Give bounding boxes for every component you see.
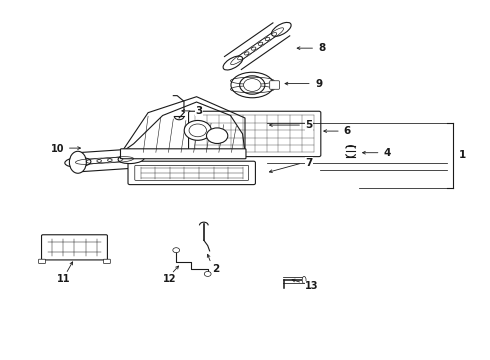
Text: 1: 1 xyxy=(459,150,466,160)
FancyBboxPatch shape xyxy=(39,259,46,264)
Text: 9: 9 xyxy=(315,78,322,89)
FancyBboxPatch shape xyxy=(42,235,107,260)
Circle shape xyxy=(206,128,228,144)
FancyBboxPatch shape xyxy=(128,161,255,185)
Ellipse shape xyxy=(302,276,306,283)
Circle shape xyxy=(189,124,206,137)
Circle shape xyxy=(184,121,211,140)
Ellipse shape xyxy=(223,56,243,70)
Ellipse shape xyxy=(118,154,144,163)
Text: 11: 11 xyxy=(57,274,71,284)
Text: 5: 5 xyxy=(306,120,313,130)
Circle shape xyxy=(244,78,261,91)
Text: 13: 13 xyxy=(305,281,318,291)
Ellipse shape xyxy=(231,72,273,98)
FancyBboxPatch shape xyxy=(135,166,248,180)
Circle shape xyxy=(173,248,180,253)
Text: 7: 7 xyxy=(306,158,313,168)
Text: 6: 6 xyxy=(344,126,351,136)
Ellipse shape xyxy=(65,157,91,167)
FancyBboxPatch shape xyxy=(121,149,246,159)
Circle shape xyxy=(204,271,211,276)
Text: 4: 4 xyxy=(384,148,391,158)
Ellipse shape xyxy=(70,151,86,173)
Text: 10: 10 xyxy=(51,144,65,154)
FancyBboxPatch shape xyxy=(103,259,110,264)
FancyBboxPatch shape xyxy=(189,111,321,157)
Text: 2: 2 xyxy=(212,264,220,274)
Ellipse shape xyxy=(271,22,291,36)
Text: 8: 8 xyxy=(318,43,326,53)
FancyBboxPatch shape xyxy=(270,81,279,89)
Circle shape xyxy=(240,76,265,94)
Text: 12: 12 xyxy=(163,274,176,284)
Text: 3: 3 xyxy=(196,106,203,116)
